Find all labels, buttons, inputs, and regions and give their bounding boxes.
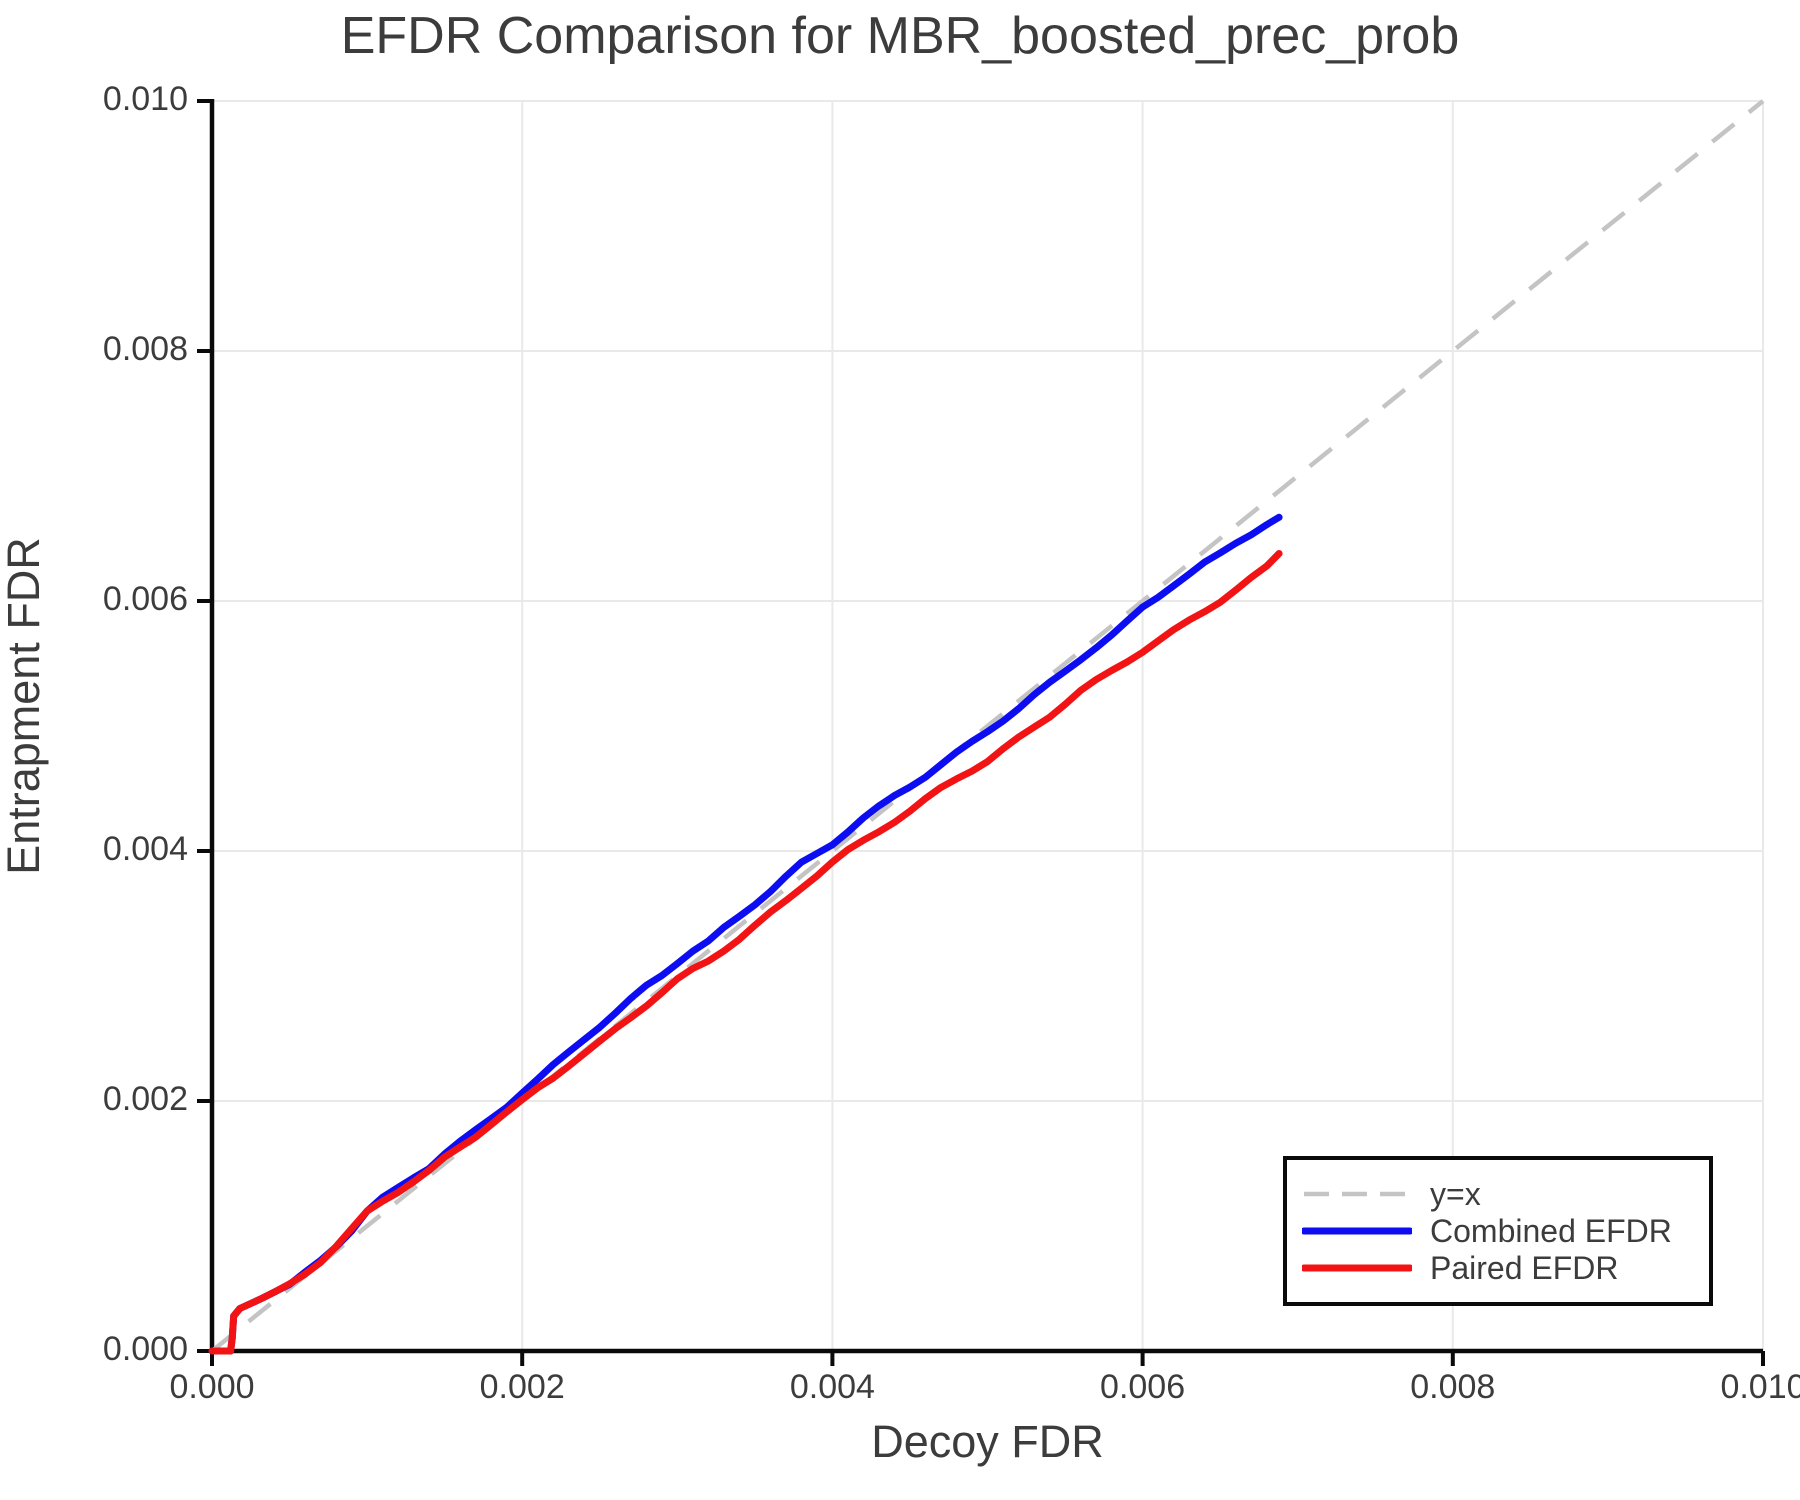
y-tick-label: 0.008	[102, 329, 188, 368]
x-tick-label: 0.002	[479, 1368, 565, 1406]
x-tick-label: 0.000	[169, 1368, 255, 1406]
legend-row-identity: y=x	[1287, 1176, 1709, 1213]
legend: y=x Combined EFDR Paired EFDR	[1283, 1156, 1713, 1306]
x-tick-label: 0.004	[789, 1368, 875, 1406]
identity-line-swatch	[1304, 1191, 1410, 1197]
paired-efdr-line	[208, 550, 1283, 1355]
paired-efdr-swatch	[1302, 1264, 1412, 1272]
x-tick-label: 0.006	[1100, 1368, 1186, 1406]
legend-label-identity: y=x	[1430, 1175, 1481, 1212]
y-tick-label: 0.004	[102, 829, 188, 868]
x-axis-title: Decoy FDR	[871, 1416, 1104, 1467]
y-tick-label: 0.000	[102, 1329, 188, 1368]
x-tick-label: 0.010	[1720, 1368, 1800, 1406]
y-tick-label: 0.002	[102, 1079, 188, 1118]
chart-title: EFDR Comparison for MBR_boosted_prec_pro…	[340, 7, 1460, 65]
x-tick-label: 0.008	[1410, 1368, 1496, 1406]
legend-label-paired: Paired EFDR	[1430, 1249, 1619, 1286]
y-tick-label: 0.010	[102, 79, 188, 118]
combined-efdr-swatch	[1302, 1227, 1412, 1235]
legend-label-combined: Combined EFDR	[1430, 1212, 1672, 1249]
legend-row-combined: Combined EFDR	[1287, 1213, 1709, 1250]
y-tick-label: 0.006	[102, 579, 188, 618]
legend-row-paired: Paired EFDR	[1287, 1250, 1709, 1287]
